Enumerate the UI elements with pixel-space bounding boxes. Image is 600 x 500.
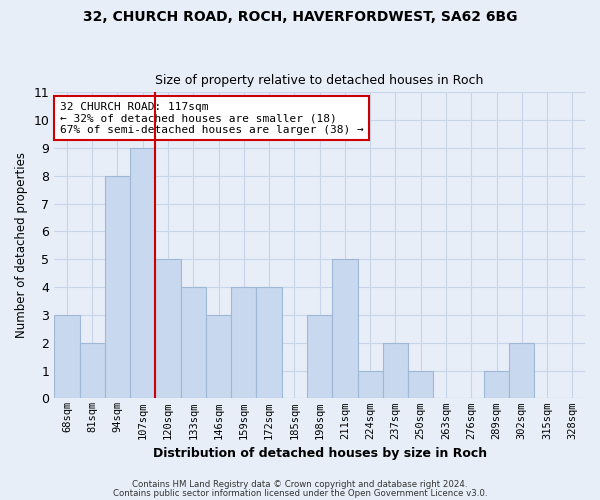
Bar bbox=[332, 260, 358, 398]
Bar bbox=[155, 260, 181, 398]
Bar bbox=[383, 342, 408, 398]
Bar bbox=[105, 176, 130, 398]
Bar bbox=[130, 148, 155, 399]
Title: Size of property relative to detached houses in Roch: Size of property relative to detached ho… bbox=[155, 74, 484, 87]
X-axis label: Distribution of detached houses by size in Roch: Distribution of detached houses by size … bbox=[152, 447, 487, 460]
Bar bbox=[256, 287, 282, 399]
Y-axis label: Number of detached properties: Number of detached properties bbox=[15, 152, 28, 338]
Bar bbox=[231, 287, 256, 399]
Text: Contains public sector information licensed under the Open Government Licence v3: Contains public sector information licen… bbox=[113, 489, 487, 498]
Bar bbox=[206, 315, 231, 398]
Bar bbox=[408, 370, 433, 398]
Bar bbox=[181, 287, 206, 399]
Bar bbox=[54, 315, 80, 398]
Text: Contains HM Land Registry data © Crown copyright and database right 2024.: Contains HM Land Registry data © Crown c… bbox=[132, 480, 468, 489]
Bar bbox=[358, 370, 383, 398]
Bar bbox=[509, 342, 535, 398]
Bar bbox=[484, 370, 509, 398]
Bar bbox=[307, 315, 332, 398]
Text: 32, CHURCH ROAD, ROCH, HAVERFORDWEST, SA62 6BG: 32, CHURCH ROAD, ROCH, HAVERFORDWEST, SA… bbox=[83, 10, 517, 24]
Text: 32 CHURCH ROAD: 117sqm
← 32% of detached houses are smaller (18)
67% of semi-det: 32 CHURCH ROAD: 117sqm ← 32% of detached… bbox=[59, 102, 364, 134]
Bar bbox=[80, 342, 105, 398]
